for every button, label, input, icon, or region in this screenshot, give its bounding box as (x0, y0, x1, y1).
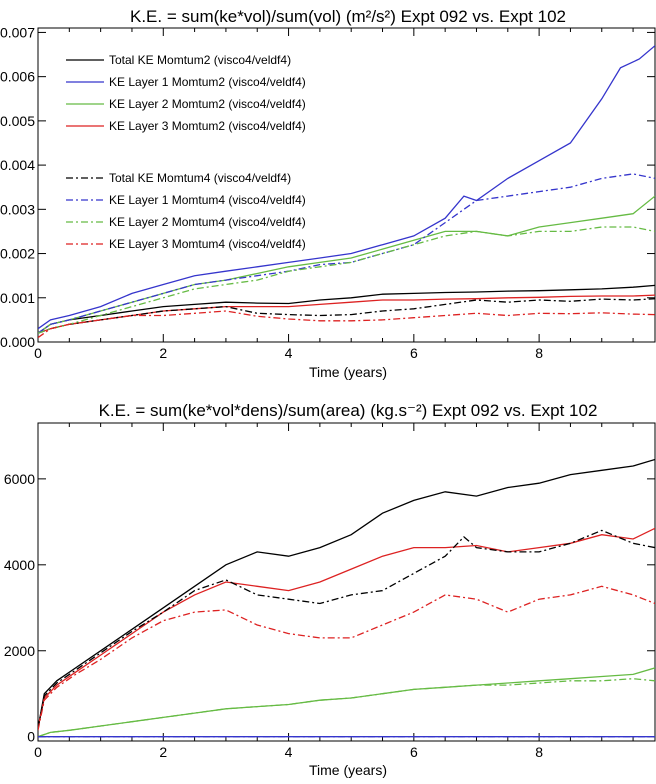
y-tick-label: 6000 (4, 471, 35, 487)
series-line-0 (38, 284, 655, 334)
x-tick-label: 8 (535, 345, 543, 361)
legend-label-6: KE Layer 2 Momtum4 (visco4/veldf4) (109, 215, 306, 229)
series-line-2 (38, 529, 655, 729)
x-tick-label: 4 (285, 345, 293, 361)
series-line-4 (38, 298, 655, 334)
legend-label-2: KE Layer 2 Momtum2 (visco4/veldf4) (109, 97, 306, 111)
plot-frame (37, 422, 656, 742)
series-line-1 (38, 527, 655, 729)
y-tick-label: 0.000 (0, 334, 35, 350)
y-tick-label: 0.005 (0, 113, 35, 129)
y-tick-label: 0 (27, 729, 35, 745)
legend-label-0: Total KE Momtum2 (visco4/veldf4) (109, 53, 291, 67)
chart-bottom: K.E. = sum(ke*vol*dens)/sum(area) (kg.s⁻… (4, 401, 656, 778)
series-line-3 (38, 585, 655, 731)
series-line-5 (38, 678, 655, 738)
legend-label-5: KE Layer 1 Momtum4 (visco4/veldf4) (109, 193, 306, 207)
series-line-6 (38, 226, 655, 334)
legend-label-4: Total KE Momtum4 (visco4/veldf4) (109, 171, 291, 185)
chart-top: K.E. = sum(ke*vol)/sum(vol) (m²/s²) Expt… (0, 7, 656, 380)
y-tick-label: 4000 (4, 557, 35, 573)
legend-label-1: KE Layer 1 Momtum2 (visco4/veldf4) (109, 75, 306, 89)
y-tick-label: 0.004 (0, 157, 35, 173)
y-tick-label: 2000 (4, 643, 35, 659)
y-tick-label: 0.003 (0, 201, 35, 217)
legend-label-7: KE Layer 3 Momtum4 (visco4/veldf4) (109, 237, 306, 251)
plot-frame (37, 27, 656, 343)
y-tick-label: 0.006 (0, 69, 35, 85)
series-line-0 (38, 458, 655, 729)
series-line-1 (38, 45, 655, 330)
series-line-7 (38, 310, 655, 339)
chart-bottom-xlabel: Time (years) (309, 762, 387, 778)
legend-label-3: KE Layer 3 Momtum2 (visco4/veldf4) (109, 119, 306, 133)
x-tick-label: 4 (285, 744, 293, 760)
chart-top-title: K.E. = sum(ke*vol)/sum(vol) (m²/s²) Expt… (130, 7, 566, 26)
x-tick-label: 2 (159, 345, 167, 361)
y-tick-label: 0.001 (0, 290, 35, 306)
x-tick-label: 0 (34, 744, 42, 760)
x-tick-label: 2 (159, 744, 167, 760)
x-tick-label: 8 (535, 744, 543, 760)
y-tick-label: 0.002 (0, 246, 35, 262)
chart-bottom-title: K.E. = sum(ke*vol*dens)/sum(area) (kg.s⁻… (99, 401, 598, 420)
x-tick-label: 6 (410, 744, 418, 760)
x-tick-label: 6 (410, 345, 418, 361)
series-line-2 (38, 195, 655, 334)
series-line-4 (38, 667, 655, 738)
y-tick-label: 0.007 (0, 24, 35, 40)
x-tick-label: 0 (34, 345, 42, 361)
chart-top-xlabel: Time (years) (309, 364, 387, 380)
